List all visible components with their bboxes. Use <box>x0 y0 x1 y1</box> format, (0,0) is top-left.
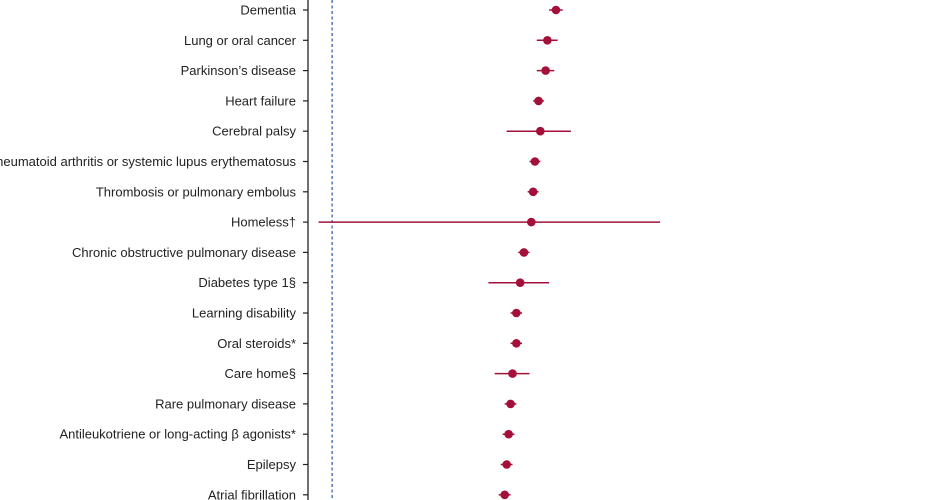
category-label: Heart failure <box>225 93 296 108</box>
category-label: Antileukotriene or long-acting β agonist… <box>59 427 296 442</box>
point-estimate <box>502 460 511 469</box>
point-estimate <box>512 308 521 318</box>
point-estimate <box>528 187 538 197</box>
point-estimate <box>534 96 543 106</box>
category-label: Dementia <box>240 3 296 18</box>
point-estimate <box>536 126 545 136</box>
point-estimate <box>508 369 517 378</box>
category-label: Thrombosis or pulmonary embolus <box>96 184 297 199</box>
category-label: Learning disability <box>192 306 297 321</box>
point-estimate <box>541 66 550 75</box>
category-label: Lung or oral cancer <box>184 33 297 48</box>
category-label: Rheumatoid arthritis or systemic lupus e… <box>0 154 296 169</box>
category-label: Chronic obstructive pulmonary disease <box>72 245 296 260</box>
category-label: Oral steroids* <box>217 336 296 351</box>
category-label: Epilepsy <box>247 457 297 472</box>
point-estimate <box>500 490 509 500</box>
category-label: Cerebral palsy <box>212 124 296 139</box>
point-estimate <box>515 278 525 288</box>
point-estimate <box>543 36 552 45</box>
category-label: Rare pulmonary disease <box>155 396 296 411</box>
category-label: Homeless† <box>231 215 296 230</box>
point-estimate <box>527 217 536 227</box>
point-estimate <box>504 429 513 439</box>
category-label: Atrial fibrillation <box>208 487 296 500</box>
category-label: Diabetes type 1§ <box>198 275 296 290</box>
point-estimate <box>551 5 561 15</box>
point-estimate <box>512 339 521 348</box>
category-label: Care home§ <box>224 366 296 381</box>
rows-group: Dementia Lung or oral cancer Parkinson’s d… <box>0 3 661 500</box>
category-label: Parkinson’s disease <box>181 63 296 78</box>
point-estimate <box>530 157 540 166</box>
point-estimate <box>506 399 515 409</box>
point-estimate <box>519 248 529 257</box>
